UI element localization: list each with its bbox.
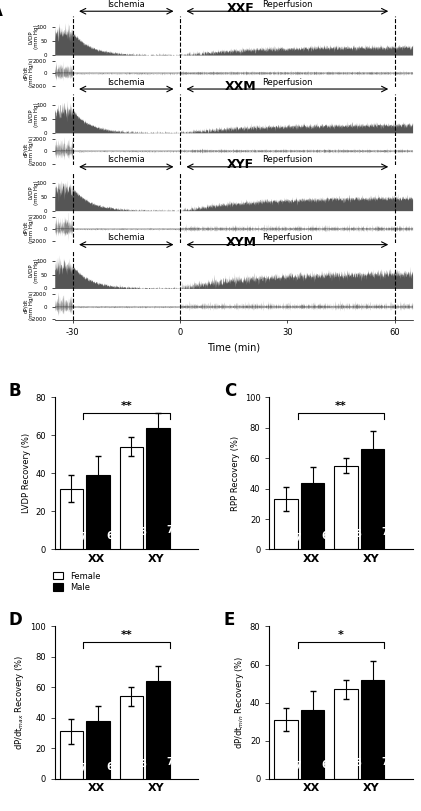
Text: **: ** [120,630,132,640]
Text: Reperfusion: Reperfusion [262,233,312,242]
Text: XYF: XYF [227,158,254,171]
Bar [274,500,298,550]
Y-axis label: dP/dt$_{min}$ Recovery (%): dP/dt$_{min}$ Recovery (%) [233,656,245,749]
Text: XXF: XXF [227,2,255,15]
Legend: Female, Male: Female, Male [52,570,102,594]
Text: E: E [224,611,235,629]
Y-axis label: LVDP Recovery (%): LVDP Recovery (%) [22,433,31,513]
Bar [86,475,109,550]
Bar [120,697,143,779]
Text: 6: 6 [321,531,328,542]
Y-axis label: dP/dt
(mm Hg/s): dP/dt (mm Hg/s) [23,291,34,320]
Y-axis label: dP/dt$_{max}$ Recovery (%): dP/dt$_{max}$ Recovery (%) [13,655,26,750]
Bar [301,483,324,550]
Y-axis label: dP/dt
(mm Hg/s): dP/dt (mm Hg/s) [23,58,34,87]
Bar [146,681,170,779]
Bar [301,710,324,779]
Text: Ischemia: Ischemia [107,0,145,9]
Text: 7: 7 [166,525,173,535]
Text: Ischemia: Ischemia [107,78,145,87]
Bar [60,732,83,779]
Text: XYM: XYM [225,236,256,249]
Text: Ischemia: Ischemia [107,233,145,242]
Text: 7: 7 [80,532,86,542]
X-axis label: Time (min): Time (min) [207,342,260,353]
Text: 6: 6 [354,757,361,768]
Text: Ischemia: Ischemia [107,156,145,165]
Text: 6: 6 [106,530,113,541]
Y-axis label: dP/dt
(mm Hg/s): dP/dt (mm Hg/s) [23,213,34,242]
Bar [120,447,143,550]
Text: C: C [224,382,236,400]
Y-axis label: dP/dt
(mm Hg/s): dP/dt (mm Hg/s) [23,135,34,165]
Text: B: B [9,382,21,400]
Text: 6: 6 [106,762,113,771]
Text: A: A [0,2,3,19]
Bar [334,466,358,550]
Y-axis label: LVDP
(mm Hg): LVDP (mm Hg) [28,24,39,49]
Y-axis label: LVDP
(mm Hg): LVDP (mm Hg) [28,102,39,127]
Bar [60,488,83,550]
Text: 7: 7 [166,757,173,767]
Text: 7: 7 [381,527,388,538]
Bar [361,449,384,550]
Text: 7: 7 [294,762,301,771]
Text: Reperfusion: Reperfusion [262,156,312,165]
Bar [274,719,298,779]
Text: Reperfusion: Reperfusion [262,0,312,9]
Text: 7: 7 [381,757,388,766]
Text: 6: 6 [140,527,147,537]
Y-axis label: LVDP
(mm Hg): LVDP (mm Hg) [28,180,39,205]
Text: 6: 6 [140,759,147,769]
Text: *: * [338,630,344,640]
Text: 6: 6 [321,761,328,770]
Bar [86,721,109,779]
Text: D: D [9,611,23,629]
Text: 6: 6 [354,530,361,539]
Text: 7: 7 [80,763,86,773]
Text: **: ** [335,401,347,411]
Y-axis label: RPP Recovery (%): RPP Recovery (%) [232,436,240,511]
Bar [146,428,170,550]
Bar [334,689,358,779]
Text: Reperfusion: Reperfusion [262,78,312,87]
Bar [361,680,384,779]
Text: XXM: XXM [225,80,257,93]
Text: 7: 7 [294,534,301,543]
Text: **: ** [120,401,132,411]
Y-axis label: LVDP
(mm Hg): LVDP (mm Hg) [28,258,39,283]
